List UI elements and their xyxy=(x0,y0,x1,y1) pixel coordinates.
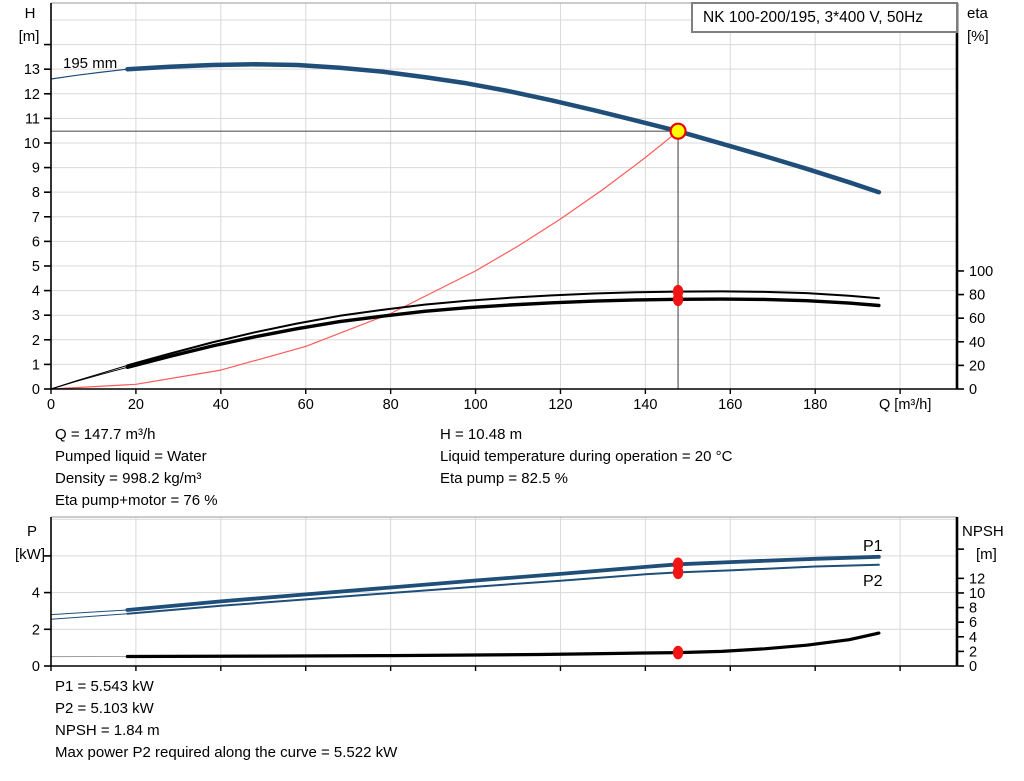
tick-label: 8 xyxy=(32,185,40,201)
tick-label: 120 xyxy=(548,397,572,413)
plot-frame xyxy=(50,2,959,390)
tick-label: 40 xyxy=(969,335,985,351)
tick-label: 1 xyxy=(32,357,40,373)
p2-curve xyxy=(126,563,880,615)
tick-label: 0 xyxy=(47,397,55,413)
info-eta-pump: Eta pump = 82.5 % xyxy=(440,470,568,487)
plot-frame xyxy=(50,516,959,667)
chart-label: eta xyxy=(967,5,989,22)
duty-info-left: Q = 147.7 m³/h Pumped liquid = Water Den… xyxy=(55,424,218,512)
chart-label: 195 mm xyxy=(63,55,117,72)
info-density: Density = 998.2 kg/m³ xyxy=(55,470,202,487)
duty-crosshair xyxy=(51,130,679,389)
sample-marker xyxy=(672,645,684,660)
tick-label: 40 xyxy=(213,397,229,413)
tick-label: 11 xyxy=(25,111,40,127)
tick-label: 3 xyxy=(32,308,40,324)
tick-label: 10 xyxy=(969,586,985,602)
sample-marker xyxy=(672,292,684,307)
tick-label: 13 xyxy=(24,62,40,78)
tick-label: 4 xyxy=(969,630,977,646)
pump-title: NK 100-200/195, 3*400 V, 50Hz xyxy=(703,8,924,26)
tick-label: 140 xyxy=(633,397,657,413)
info-p2: P2 = 5.103 kW xyxy=(55,700,154,717)
info-liquid: Pumped liquid = Water xyxy=(55,448,207,465)
tick-label: 0 xyxy=(32,659,40,675)
power-info: P1 = 5.543 kW P2 = 5.103 kW NPSH = 1.84 … xyxy=(55,676,397,764)
info-head: H = 10.48 m xyxy=(440,426,523,443)
tick-label: 5 xyxy=(32,259,40,275)
head-195mm-curve xyxy=(125,62,882,195)
info-p1: P1 = 5.543 kW xyxy=(55,678,154,695)
eta-pump-motor-lead-curve xyxy=(50,366,128,390)
tick-label: 10 xyxy=(24,136,40,152)
gridlines xyxy=(51,517,957,666)
tick-label: 100 xyxy=(463,397,487,413)
tick-label: 80 xyxy=(383,397,399,413)
chart-label: P xyxy=(27,523,37,540)
gridlines xyxy=(51,3,957,389)
tick-label: 20 xyxy=(128,397,144,413)
p2-lead-curve xyxy=(50,613,128,620)
tick-label: 0 xyxy=(969,382,977,398)
x-axis-ticks: 0 20 40 60 80 100 120 140 160 180 xyxy=(47,389,901,413)
tick-label: 2 xyxy=(969,644,977,660)
tick-label: 6 xyxy=(969,615,977,631)
system-curve-curve xyxy=(50,130,679,390)
duty-point-marker xyxy=(669,122,687,140)
tick-label: 0 xyxy=(32,382,40,398)
tick-label: 2 xyxy=(32,622,40,638)
tick-label: 6 xyxy=(32,234,40,250)
tick-label: 20 xyxy=(969,358,985,374)
tick-label: 8 xyxy=(969,601,977,617)
chart-label: NPSH xyxy=(962,523,1004,540)
x-axis-ticks xyxy=(50,666,901,671)
tick-label: 4 xyxy=(32,284,40,300)
tick-label: 60 xyxy=(298,397,314,413)
right-axis-ticks: 0 20 40 60 80 100 xyxy=(957,264,993,398)
tick-label: 4 xyxy=(32,586,40,602)
info-flow: Q = 147.7 m³/h xyxy=(55,426,156,443)
info-eta-pump-motor: Eta pump+motor = 76 % xyxy=(55,492,218,509)
left-axis-ticks: 0 2 4 xyxy=(32,555,51,675)
chart-label: Q [m³/h] xyxy=(879,397,931,413)
tick-label: 7 xyxy=(32,210,40,226)
tick-label: 9 xyxy=(32,161,40,177)
pump-title-box: NK 100-200/195, 3*400 V, 50Hz xyxy=(691,2,958,33)
npsh-curve xyxy=(125,631,881,659)
chart-label: [m] xyxy=(976,546,997,563)
tick-label: 12 xyxy=(969,571,985,587)
tick-label: 2 xyxy=(32,333,40,349)
duty-info-right: H = 10.48 m Liquid temperature during op… xyxy=(440,424,732,490)
tick-label: 12 xyxy=(24,87,40,103)
p1-curve xyxy=(125,554,881,612)
p1-lead-curve xyxy=(50,609,128,616)
info-max-p2: Max power P2 required along the curve = … xyxy=(55,744,398,761)
tick-label: 0 xyxy=(969,659,977,675)
chart-label: [kW] xyxy=(15,546,45,563)
eta-pump-motor-curve xyxy=(125,297,881,369)
info-temperature: Liquid temperature during operation = 20… xyxy=(440,448,733,465)
chart-label: P1 xyxy=(863,538,883,555)
head-195mm-lead-curve xyxy=(50,68,129,80)
tick-label: 60 xyxy=(969,311,985,327)
eta-pump-curve xyxy=(126,290,880,367)
info-npsh: NPSH = 1.84 m xyxy=(55,722,160,739)
tick-label: 160 xyxy=(718,397,742,413)
tick-label: 80 xyxy=(969,288,985,304)
chart-label: H xyxy=(25,5,36,22)
chart-label: [%] xyxy=(967,28,989,45)
tick-label: 180 xyxy=(803,397,827,413)
tick-label: 100 xyxy=(969,264,993,280)
chart-label: [m] xyxy=(19,28,40,45)
sample-marker xyxy=(672,565,684,580)
chart-label: P2 xyxy=(863,573,883,590)
